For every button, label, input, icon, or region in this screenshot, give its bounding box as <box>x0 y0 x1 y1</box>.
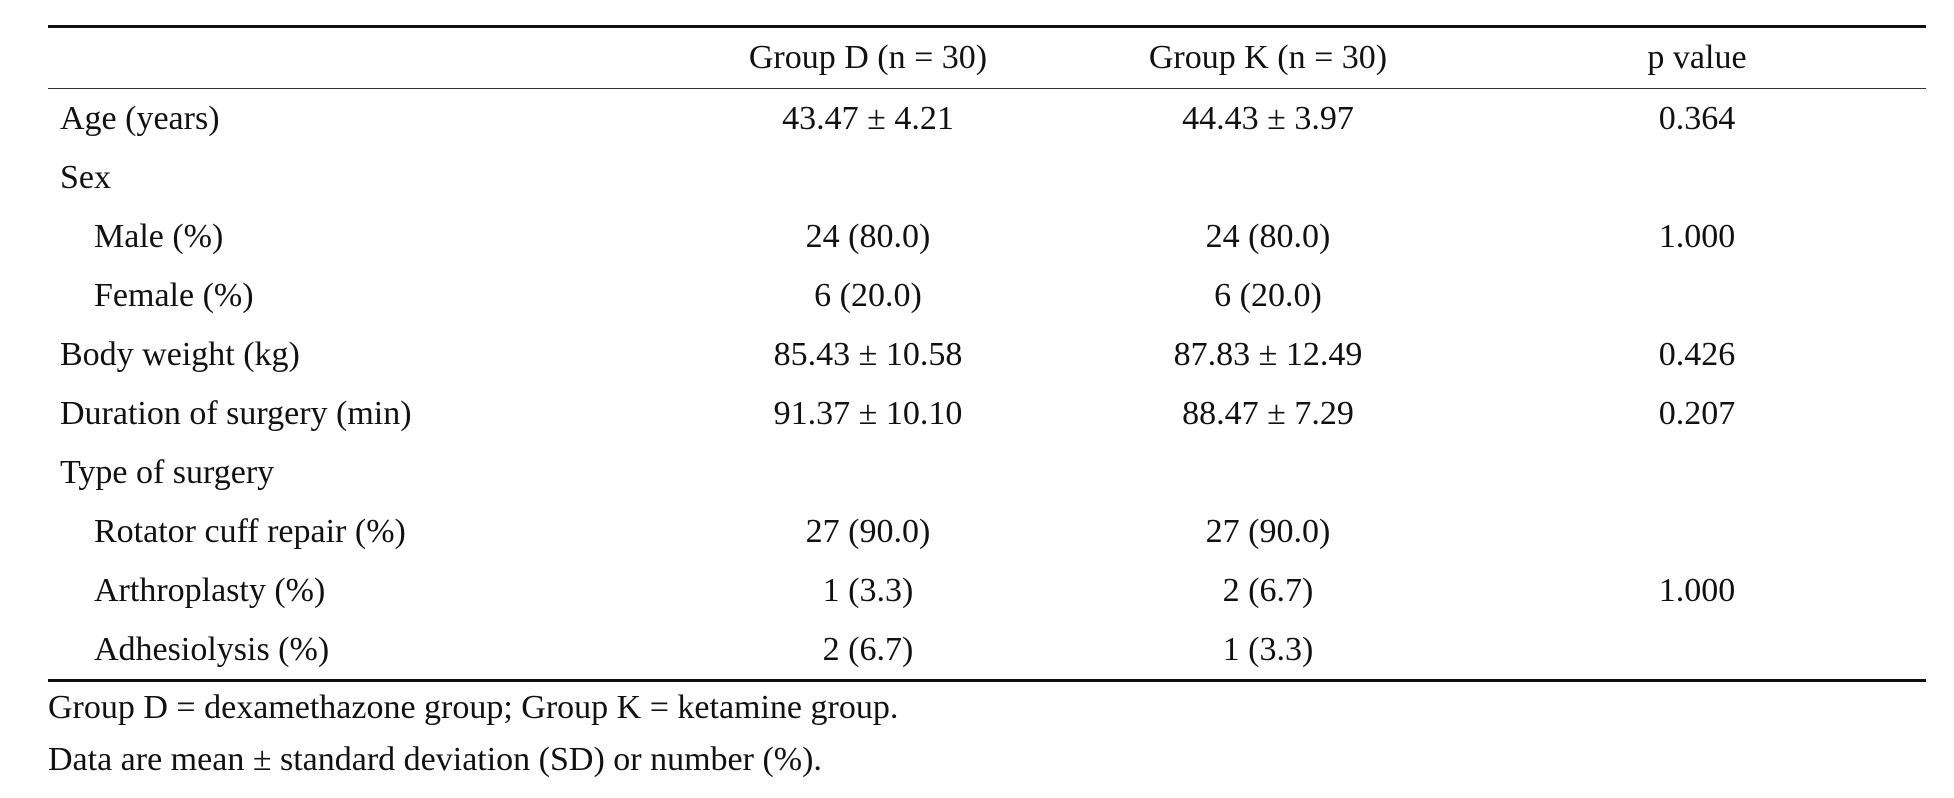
group-k-value: 1 (3.3) <box>1222 630 1314 668</box>
group-d-value: 85.43 ± 10.58 <box>773 335 963 373</box>
group-k-value: 87.83 ± 12.49 <box>1173 335 1363 373</box>
group-k-value <box>1068 443 1468 502</box>
p-value: 1.000 <box>1658 217 1736 255</box>
group-k-value: 27 (90.0) <box>1205 512 1331 550</box>
group-d-value: 6 (20.0) <box>814 276 922 314</box>
demographics-table: Group D (n = 30) Group K (n = 30) p valu… <box>48 25 1926 682</box>
table-row: Sex <box>48 148 1926 207</box>
table-row: Arthroplasty (%) 1 (3.3) 2 (6.7) 1.000 <box>48 561 1926 620</box>
demographics-table-container: Group D (n = 30) Group K (n = 30) p valu… <box>48 25 1926 682</box>
group-d-value: 1 (3.3) <box>822 571 914 609</box>
p-value <box>1468 620 1926 681</box>
row-label: Female (%) <box>94 276 254 314</box>
p-value: 0.364 <box>1658 99 1736 137</box>
table-row: Age (years) 43.47 ± 4.21 44.43 ± 3.97 0.… <box>48 89 1926 149</box>
table-row: Body weight (kg) 85.43 ± 10.58 87.83 ± 1… <box>48 325 1926 384</box>
group-d-value: 24 (80.0) <box>805 217 931 255</box>
row-label: Age (years) <box>60 99 220 137</box>
group-k-value <box>1068 148 1468 207</box>
p-value: 0.207 <box>1658 394 1736 432</box>
group-d-value <box>668 443 1068 502</box>
row-label: Type of surgery <box>60 453 275 491</box>
header-cell-p-value: p value <box>1647 39 1747 76</box>
group-k-value: 24 (80.0) <box>1205 217 1331 255</box>
table-row: Male (%) 24 (80.0) 24 (80.0) 1.000 <box>48 207 1926 266</box>
table-body: Age (years) 43.47 ± 4.21 44.43 ± 3.97 0.… <box>48 89 1926 681</box>
p-value: 1.000 <box>1658 571 1736 609</box>
group-d-value: 27 (90.0) <box>805 512 931 550</box>
group-d-value <box>668 148 1068 207</box>
row-label: Adhesiolysis (%) <box>94 630 330 668</box>
table-row: Type of surgery <box>48 443 1926 502</box>
p-value <box>1468 148 1926 207</box>
p-value <box>1468 502 1926 561</box>
group-d-value: 43.47 ± 4.21 <box>782 99 954 137</box>
group-k-value: 6 (20.0) <box>1214 276 1322 314</box>
group-d-value: 2 (6.7) <box>822 630 914 668</box>
group-k-value: 88.47 ± 7.29 <box>1182 394 1354 432</box>
table-row: Rotator cuff repair (%) 27 (90.0) 27 (90… <box>48 502 1926 561</box>
row-label: Duration of surgery (min) <box>60 394 412 432</box>
row-label: Rotator cuff repair (%) <box>94 512 406 550</box>
row-label: Body weight (kg) <box>60 335 300 373</box>
header-cell-variable <box>48 27 668 89</box>
p-value: 0.426 <box>1658 335 1736 373</box>
table-row: Duration of surgery (min) 91.37 ± 10.10 … <box>48 384 1926 443</box>
row-label: Male (%) <box>94 217 224 255</box>
row-label: Arthroplasty (%) <box>94 571 326 609</box>
header-row: Group D (n = 30) Group K (n = 30) p valu… <box>48 26 1926 89</box>
p-value <box>1468 266 1926 325</box>
header-cell-group-k: Group K (n = 30) <box>1148 39 1388 76</box>
group-k-value: 44.43 ± 3.97 <box>1182 99 1354 137</box>
group-d-value: 91.37 ± 10.10 <box>773 394 963 432</box>
group-k-value: 2 (6.7) <box>1222 571 1314 609</box>
table-header: Group D (n = 30) Group K (n = 30) p valu… <box>48 26 1926 89</box>
row-label: Sex <box>60 158 111 196</box>
table-row: Female (%) 6 (20.0) 6 (20.0) <box>48 266 1926 325</box>
header-cell-group-d: Group D (n = 30) <box>748 39 988 76</box>
p-value <box>1468 443 1926 502</box>
footnote-abbreviations: Group D = dexamethazone group; Group K =… <box>48 689 899 726</box>
table-footnotes: Group D = dexamethazone group; Group K =… <box>48 682 898 786</box>
table-row: Adhesiolysis (%) 2 (6.7) 1 (3.3) <box>48 620 1926 681</box>
footnote-data-format: Data are mean ± standard deviation (SD) … <box>48 741 822 778</box>
